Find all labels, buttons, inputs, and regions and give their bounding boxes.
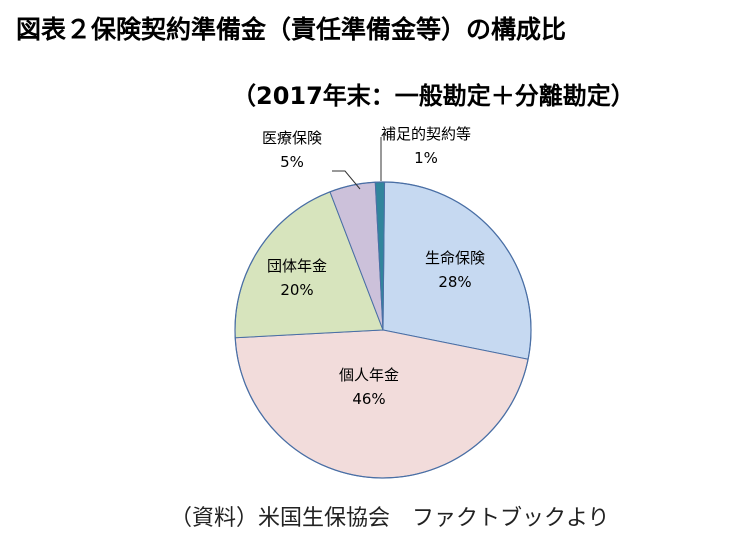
leader-lines — [332, 137, 382, 190]
slice-value-label-1: 28% — [438, 273, 471, 291]
pie-outline — [234, 181, 532, 479]
chart-title: 図表２保険契約準備金（責任準備金等）の構成比 — [16, 15, 567, 44]
slice-label-4: 医療保険 — [262, 129, 322, 147]
slice-label-5: 補足的契約等 — [381, 125, 471, 143]
slice-value-label-5: 1% — [414, 149, 438, 167]
slice-labels: 生命保険 28% 個人年金 46% 団体年金 20% 医療保険 5% 補足的契約等 1% — [262, 125, 485, 408]
slice-label-2: 個人年金 — [339, 366, 399, 384]
slice-label-3: 団体年金 — [267, 257, 327, 275]
slice-value-label-4: 5% — [280, 153, 304, 171]
leader-line-4 — [332, 170, 361, 190]
chart-subtitle: （2017年末：一般勘定＋分離勘定） — [232, 82, 635, 110]
slice-label-1: 生命保険 — [425, 249, 485, 267]
slice-value-label-3: 20% — [280, 281, 313, 299]
pie-slices — [234, 181, 532, 479]
slice-value-label-2: 46% — [352, 390, 385, 408]
source-note: （資料）米国生保協会 ファクトブックより — [170, 506, 610, 531]
pie-slice-1 — [382, 181, 532, 360]
